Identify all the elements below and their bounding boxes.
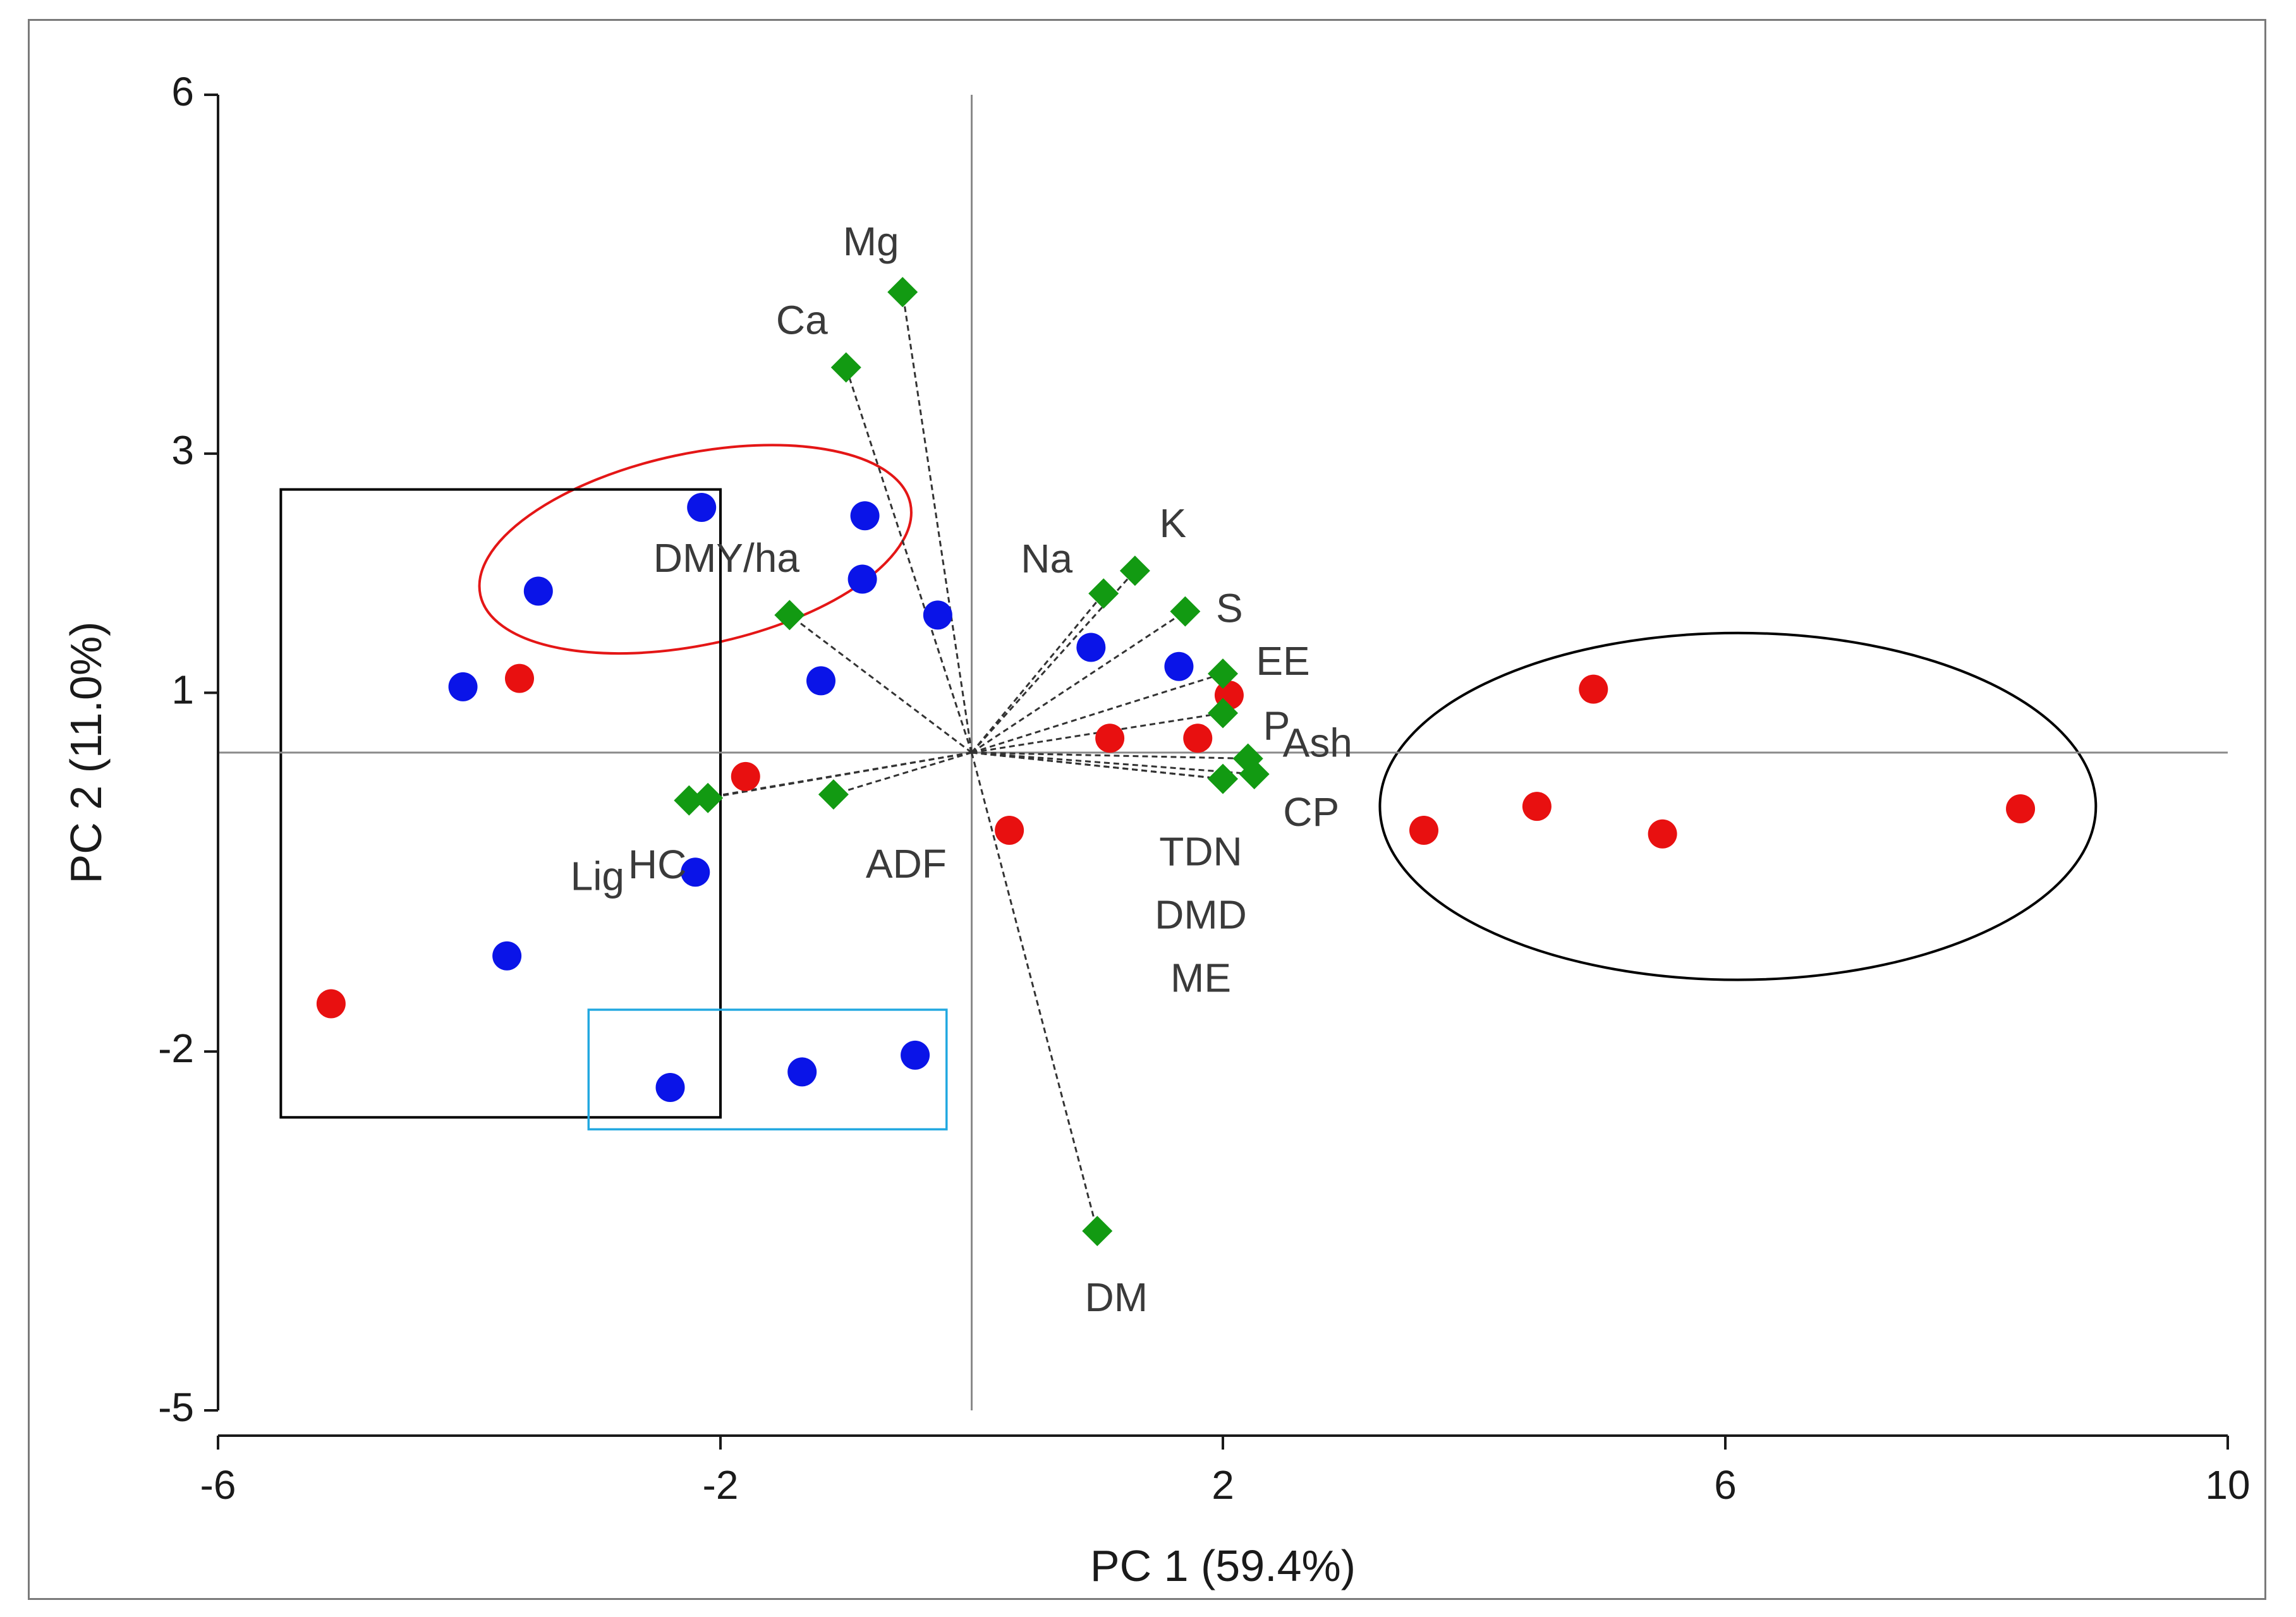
blue-point: [492, 941, 522, 971]
variable-label-p: P: [1263, 703, 1291, 748]
vector-s: [971, 610, 1186, 754]
variable-label-ee: EE: [1256, 638, 1309, 684]
variable-marker-p: [1208, 698, 1238, 729]
cyan-rectangle: [587, 1008, 948, 1130]
vector-cp: [971, 751, 1254, 775]
y-axis-title: PC 2 (11.0%): [61, 622, 111, 884]
black-rectangle: [279, 488, 722, 1119]
variable-marker-ee: [1208, 658, 1238, 689]
variable-label-ca: Ca: [776, 297, 828, 342]
variable-label-tdn: TDN: [1159, 829, 1242, 875]
score-points: [316, 492, 2036, 1102]
variable-markers: [674, 277, 1270, 1247]
variable-label-hc: HC: [628, 842, 686, 887]
variable-label-ash: Ash: [1283, 720, 1352, 765]
x-tick-label: 10: [2205, 1462, 2250, 1508]
blue-point: [687, 492, 717, 522]
black-ellipse: [1378, 631, 2098, 981]
variable-label-dmd: DMD: [1155, 892, 1247, 938]
vector-mg: [901, 292, 973, 753]
variable-marker-ca: [830, 352, 861, 383]
red-point: [1522, 792, 1552, 821]
x-tick-label: -2: [703, 1462, 739, 1508]
x-tick-label: 6: [1714, 1462, 1737, 1508]
x-axis-title: PC 1 (59.4%): [1090, 1541, 1356, 1590]
x-tick-label: 2: [1212, 1462, 1234, 1508]
variable-label-me: ME: [1170, 955, 1231, 1001]
variable-marker-adf: [818, 779, 849, 810]
red-point: [505, 663, 534, 693]
vector-ee: [971, 672, 1224, 754]
blue-point: [847, 564, 877, 594]
origin-lines: [218, 95, 2228, 1410]
blue-point: [901, 1040, 930, 1070]
blue-point: [787, 1057, 817, 1087]
y-tick-label: 3: [171, 428, 194, 473]
y-tick-label: 1: [171, 667, 194, 712]
blue-point: [850, 501, 880, 531]
blue-point: [1164, 651, 1194, 681]
variable-marker-na: [1088, 578, 1119, 609]
red-point: [1183, 724, 1213, 753]
variable-label-mg: Mg: [843, 219, 899, 264]
variable-marker-dmy-ha: [774, 600, 805, 631]
red-point: [1095, 724, 1125, 753]
vector-hc: [707, 751, 972, 799]
y-tick-label: -5: [158, 1384, 194, 1430]
variable-marker-dm: [1082, 1216, 1113, 1247]
variable-label-adf: ADF: [866, 841, 947, 887]
blue-point: [655, 1072, 685, 1102]
variable-label-cp: CP: [1283, 789, 1339, 835]
variable-label-k: K: [1160, 500, 1187, 546]
variable-label-dmy-ha: DMY/ha: [653, 535, 800, 581]
variable-marker-k: [1119, 555, 1150, 586]
variable-marker-s: [1170, 596, 1201, 627]
vector-na: [971, 593, 1105, 753]
vector-dm: [971, 752, 1098, 1232]
variable-label-s: S: [1216, 586, 1243, 631]
blue-point: [1076, 633, 1106, 662]
variable-label-dm: DM: [1084, 1275, 1148, 1320]
x-tick-label: -6: [200, 1462, 236, 1508]
red-point: [2006, 794, 2036, 823]
red-ellipse: [478, 444, 913, 655]
blue-point: [681, 857, 710, 887]
figure-frame: [28, 19, 2266, 1600]
axes: 6 3 1 -2 -5-6 -2 2 6 10: [158, 69, 2250, 1508]
variable-marker-tdn: [1208, 763, 1238, 794]
variable-marker-cp: [1239, 759, 1270, 790]
red-point: [995, 816, 1024, 845]
red-point: [316, 989, 346, 1019]
red-point: [1579, 674, 1608, 704]
red-point: [731, 761, 760, 791]
red-point: [1409, 816, 1438, 845]
vector-me: [971, 751, 1224, 780]
annotation-shapes: [279, 444, 2098, 1130]
variable-marker-mg: [887, 277, 918, 308]
blue-point: [523, 576, 553, 606]
red-point: [1648, 819, 1677, 849]
blue-point: [923, 600, 952, 630]
blue-point: [448, 672, 478, 701]
vector-ash: [971, 751, 1248, 760]
variable-label-na: Na: [1021, 536, 1072, 581]
vector-dmy-ha: [789, 614, 973, 754]
y-tick-label: -2: [158, 1026, 194, 1071]
variable-marker-hc: [693, 782, 724, 813]
y-tick-label: 6: [171, 69, 194, 114]
blue-point: [806, 666, 835, 696]
variable-marker-lig: [674, 785, 705, 816]
vector-adf: [833, 751, 972, 796]
vector-ca: [845, 367, 973, 753]
variable-label-lig: Lig: [571, 854, 624, 899]
